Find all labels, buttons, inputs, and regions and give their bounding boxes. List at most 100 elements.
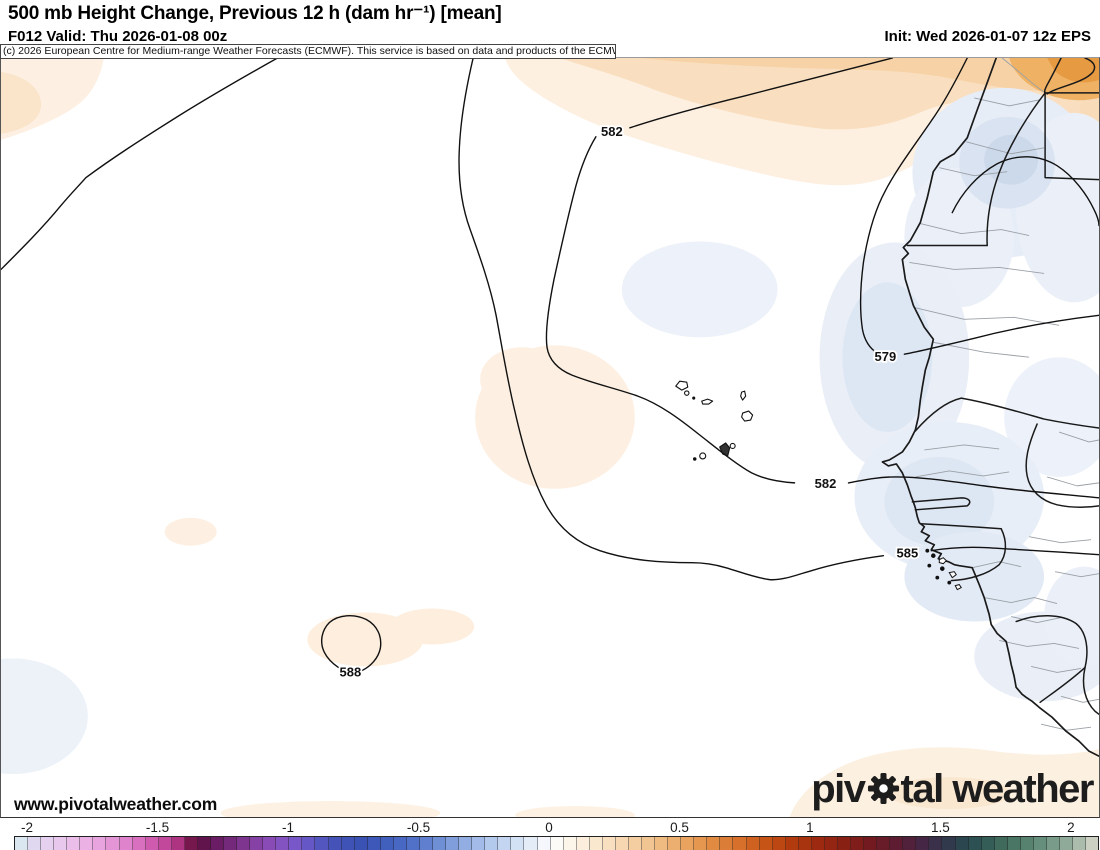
colorbar-cell: [1020, 837, 1034, 850]
colorbar-cell: [772, 837, 786, 850]
colorbar-cell: [655, 837, 669, 850]
colorbar-cell: [942, 837, 956, 850]
colorbar-cell: [628, 837, 642, 850]
colorbar-cell: [968, 837, 982, 850]
colorbar-cell: [837, 837, 851, 850]
contour-579-east: [903, 314, 1099, 355]
colorbar-cell: [485, 837, 499, 850]
colorbar-tick-label: -1: [281, 820, 295, 835]
colorbar-tick-label: -0.5: [406, 820, 431, 835]
colorbar-cell: [250, 837, 264, 850]
colorbar-cell: [694, 837, 708, 850]
colorbar-cell: [824, 837, 838, 850]
colorbar-cell: [419, 837, 433, 850]
colorbar-cell: [746, 837, 760, 850]
colorbar-tick-label: 2: [1067, 820, 1075, 835]
colorbar-cell: [1060, 837, 1074, 850]
colorbar-cell: [119, 837, 133, 850]
colorbar-cell: [681, 837, 695, 850]
colorbar-cell: [550, 837, 564, 850]
colorbar-cell: [785, 837, 799, 850]
colorbar-cell: [315, 837, 329, 850]
colorbar-cell: [289, 837, 303, 850]
colorbar-cell: [1086, 837, 1099, 850]
colorbar-cell: [472, 837, 486, 850]
colorbar-cell: [276, 837, 290, 850]
contour-label-582: 582: [601, 124, 623, 139]
colorbar-cell: [537, 837, 551, 850]
colorbar-tick-label: 1.5: [931, 820, 950, 835]
colorbar-cell: [1073, 837, 1087, 850]
colorbar-cell: [341, 837, 355, 850]
colorbar-cell: [1033, 837, 1047, 850]
colorbar-cell: [864, 837, 878, 850]
colorbar-cell: [433, 837, 447, 850]
map-graphic: 582 579 582 585 588: [1, 58, 1099, 817]
contour-582-mid: [545, 136, 796, 484]
colorbar-tick-label: -1.5: [145, 820, 170, 835]
colorbar-cell: [367, 837, 381, 850]
contour-label-579: 579: [875, 349, 897, 364]
colorbar-cell: [720, 837, 734, 850]
bissau-islands: [925, 548, 962, 591]
colorbar-cell: [916, 837, 930, 850]
colorbar-cell: [210, 837, 224, 850]
colorbar-cell: [890, 837, 904, 850]
colorbar-cell: [642, 837, 656, 850]
colorbar-cell: [798, 837, 812, 850]
website-watermark: www.pivotalweather.com: [14, 794, 218, 814]
colorbar: [14, 836, 1099, 850]
colorbar-cell: [1007, 837, 1021, 850]
coastline: [881, 58, 1099, 758]
contour-579-north: [859, 58, 968, 354]
colorbar-cell: [302, 837, 316, 850]
colorbar-tick-label: -2: [21, 820, 34, 835]
colorbar-cell: [994, 837, 1008, 850]
colorbar-cell: [576, 837, 590, 850]
logo-text-tal-weather: tal weather: [900, 767, 1095, 811]
ecmwf-copyright: (c) 2026 European Centre for Medium-rang…: [0, 44, 616, 59]
contour-northwest: [1, 58, 279, 271]
page-title: 500 mb Height Change, Previous 12 h (dam…: [8, 3, 502, 24]
colorbar-cell: [851, 837, 865, 850]
contour-582-upper-right: [629, 58, 894, 129]
colorbar-cell: [224, 837, 238, 850]
colorbar-cell: [380, 837, 394, 850]
colorbar-cell: [981, 837, 995, 850]
contour-label-588: 588: [340, 664, 362, 679]
colorbar-cell: [446, 837, 460, 850]
colorbar-cell: [132, 837, 146, 850]
colorbar-cell: [406, 837, 420, 850]
colorbar-cell: [354, 837, 368, 850]
colorbar-cell: [197, 837, 211, 850]
contour-588-closed: [320, 615, 382, 672]
colorbar-cell: [903, 837, 917, 850]
colorbar-cell: [106, 837, 120, 850]
colorbar-cell: [602, 837, 616, 850]
colorbar-cell: [28, 837, 42, 850]
colorbar-cell: [328, 837, 342, 850]
colorbar-cell: [171, 837, 185, 850]
colorbar-tick-label: 0.5: [670, 820, 689, 835]
colorbar-cell: [511, 837, 525, 850]
colorbar-cell: [498, 837, 512, 850]
contour-value-labels: 582 579 582 585 588: [338, 122, 920, 681]
colorbar-cell: [707, 837, 721, 850]
contour-585-west: [458, 58, 885, 581]
colorbar-cell: [80, 837, 94, 850]
colorbar-cell: [668, 837, 682, 850]
contour-576-arc: [951, 156, 1099, 227]
colorbar-cell: [929, 837, 943, 850]
contour-585-east: [930, 546, 1099, 556]
colorbar-cell: [145, 837, 159, 850]
colorbar-cell: [589, 837, 603, 850]
colorbar-cell: [237, 837, 251, 850]
colorbar-cell: [524, 837, 538, 850]
logo-text-piv: piv: [811, 767, 866, 811]
pivotal-weather-logo: piv tal: [811, 764, 1095, 815]
colorbar-tick-labels: -2 -1.5 -1 -0.5 0 0.5 1 1.5 2: [0, 818, 1100, 835]
colorbar-cell: [67, 837, 81, 850]
cape-verde-islands: [675, 380, 754, 461]
colorbar-cell: [15, 837, 29, 850]
colorbar-tick-label: 1: [806, 820, 814, 835]
